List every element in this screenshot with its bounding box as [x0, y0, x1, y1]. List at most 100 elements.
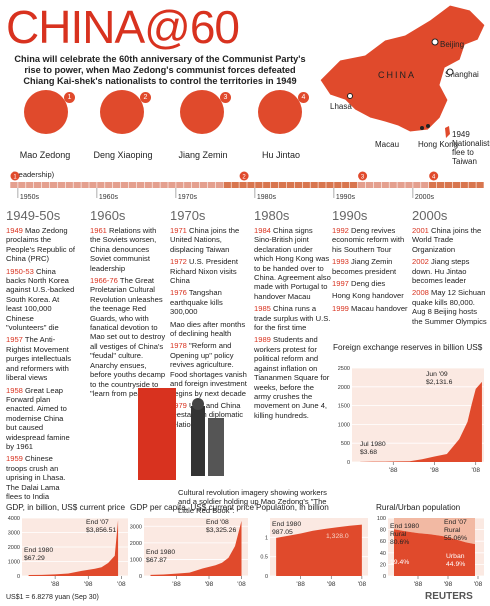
annotation-label: End 1980 — [24, 547, 53, 554]
event-text: Great Leap Forward plan enacted. Aimed t… — [6, 385, 70, 451]
annotation-value: $67.29 — [24, 555, 45, 562]
x-tick-label: '98 — [327, 581, 336, 588]
y-tick-label: 1500 — [338, 404, 350, 410]
decade-column: 1949-50s 1949 Mao Zedong proclaims the Pe… — [6, 208, 76, 501]
event-text: Tangshan earthquake kills 300,000 — [170, 288, 223, 317]
event-item: 1985 China runs a trade surplus with U.S… — [254, 304, 332, 332]
x-tick-label: '88 — [51, 581, 60, 588]
event-item: 1984 China signs Sino-British joint decl… — [254, 226, 332, 301]
event-text: China runs a trade surplus with U.S. for… — [254, 304, 331, 333]
page-title: CHINA@60 — [6, 1, 240, 53]
timeline-label: (Leadership) — [12, 170, 55, 179]
event-text: May 12 Sichuan quake kills 80,000. Aug 8… — [412, 288, 487, 326]
event-year: 1979 — [170, 400, 187, 410]
event-text: Mao Zedong proclaims the People's Republ… — [6, 226, 75, 264]
y-tick-label: 0.5 — [260, 555, 268, 561]
map-city-lhasa: Lhasa — [330, 102, 352, 111]
event-item: 1989 Students and workers protest for po… — [254, 335, 332, 420]
map-city-beijing: Beijing — [440, 40, 465, 49]
event-item: 1959 Chinese troops crush an uprising in… — [6, 454, 76, 501]
event-item: 2001 China joins the World Trade Organiz… — [412, 226, 488, 254]
portrait-mao — [24, 90, 68, 134]
y-tick-label: 0 — [383, 574, 386, 580]
event-item: 2002 Jiang steps down. Hu Jintao becomes… — [412, 257, 488, 285]
y-tick-label: 3000 — [130, 524, 142, 530]
marker-lhasa — [347, 93, 353, 99]
event-text: Relations with the Soviets worsen, China… — [90, 226, 157, 273]
event-text: Hong Kong handover — [332, 291, 404, 301]
y-tick-label: 2000 — [8, 545, 20, 551]
y-tick-label: 1000 — [338, 422, 350, 428]
event-year: 1972 — [170, 257, 187, 267]
event-year: 1976 — [170, 288, 187, 298]
x-tick-label: '98 — [205, 581, 214, 588]
event-year: 1957 — [6, 335, 23, 345]
event-item: 1976 Tangshan earthquake kills 300,000 — [170, 288, 252, 316]
timeline-badge — [429, 171, 439, 181]
event-year: 1950-53 — [6, 266, 34, 276]
annotation-value: $67.87 — [146, 557, 167, 564]
timeline-badge-label: 4 — [432, 175, 436, 181]
annotation-label: End '08 — [206, 519, 229, 526]
x-tick-label: '88 — [296, 581, 305, 588]
annotation-value: 80.6% — [390, 539, 409, 546]
timeline-badge — [358, 171, 368, 181]
annotation-value: 987.05 — [272, 529, 293, 536]
series-area-urban — [394, 518, 475, 545]
taiwan-shape — [445, 126, 450, 138]
chart-gdppc: 0 1000 2000 3000 '88 '98 '08 End 1980$67.87 End … — [130, 518, 248, 588]
leader-name: Deng Xiaoping — [93, 150, 153, 160]
series-area — [276, 524, 362, 576]
leader-name: Jiang Zemin — [178, 150, 228, 160]
timeline-badge — [239, 171, 249, 181]
annotation-label: End 1980 — [146, 549, 175, 556]
leader-badge: 4 — [298, 92, 309, 103]
decade-heading: 1990s — [332, 208, 368, 223]
annotation-label: End 1980 — [390, 523, 419, 530]
event-year: 1993 — [332, 257, 349, 267]
decade-tick-label: 2000s — [415, 194, 435, 201]
event-year: 1989 — [254, 335, 271, 345]
event-text: Macau handover — [348, 303, 408, 313]
y-tick-label: 80 — [380, 528, 386, 534]
timeline: 1 2 3 4 1950s 1960s 1970s 1980s 1990s 2000s — [9, 171, 485, 201]
event-year: 1959 — [6, 454, 23, 464]
leader-badge: 2 — [140, 92, 151, 103]
event-item: Mao dies after months of declining healt… — [170, 320, 252, 339]
portrait-jiang — [180, 90, 224, 134]
portrait-deng — [100, 90, 144, 134]
poster-figure-shape — [208, 418, 224, 476]
event-item: 1999 Macau handover — [332, 304, 410, 313]
decade-column: 1990s 1992 Deng revives economic reform w… — [332, 208, 410, 313]
leader-badge: 3 — [220, 92, 231, 103]
timeline-period — [223, 182, 358, 188]
event-item: 1958 Great Leap Forward plan enacted. Ai… — [6, 386, 76, 452]
leaders-row: 1 Mao Zedong 2 Deng Xiaoping 3 Jiang Zem… — [10, 90, 310, 170]
event-year: 2001 — [412, 226, 429, 235]
annotation-value: 55.06% — [444, 535, 467, 542]
chart-title-pop: Population, in billion — [256, 503, 329, 512]
event-year: 1971 — [170, 226, 187, 235]
annotation-label: Jul 1980 — [360, 441, 386, 448]
intro-text: China will celebrate the 60th anniversar… — [14, 54, 306, 86]
y-tick-label: 60 — [380, 539, 386, 545]
event-item: Hong Kong handover — [332, 291, 410, 300]
event-item: 1992 Deng revives economic reform with h… — [332, 226, 410, 254]
decade-heading: 1980s — [254, 208, 290, 223]
y-tick-label: 0 — [139, 574, 142, 580]
marker-macau — [420, 126, 424, 130]
y-tick-label: 2000 — [338, 385, 350, 391]
chart-gdp: 0 1000 2000 3000 4000 '88 '98 '08 End 1980$67.29… — [8, 516, 128, 588]
y-tick-label: 2500 — [338, 366, 350, 372]
x-tick-label: '98 — [444, 581, 453, 588]
china-map — [319, 4, 486, 138]
annotation-value: $3,325.26 — [206, 527, 236, 534]
event-text: "Reform and Opening up" policy revives a… — [170, 341, 247, 398]
event-text: Jiang steps down. Hu Jintao becomes lead… — [412, 257, 470, 286]
decade-tick-label: 1980s — [257, 194, 277, 201]
poster-image — [138, 388, 176, 480]
x-tick-label: '98 — [84, 581, 93, 588]
y-tick-label: 4000 — [8, 516, 20, 522]
event-year: 1958 — [6, 385, 23, 395]
